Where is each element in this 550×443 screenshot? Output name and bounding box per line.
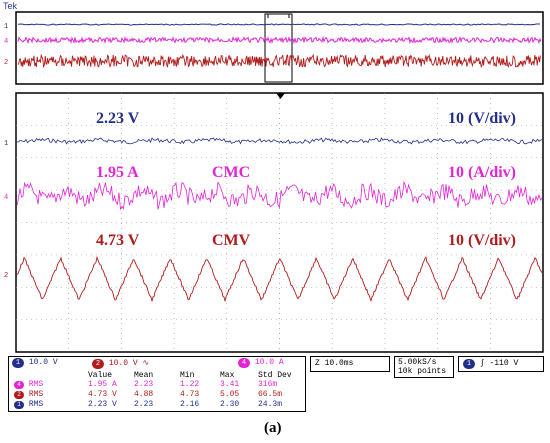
measurement-panel — [8, 356, 306, 412]
ch4-marker[interactable]: 4 — [4, 194, 9, 202]
stats-header-value: Value — [88, 371, 113, 380]
ch2-scale-setting: 10.0 V — [108, 359, 138, 368]
stats-ch4-badge: 4 — [14, 381, 24, 389]
trigger-slope-icon: ∫ — [479, 359, 485, 368]
stats-ch2-max: 5.05 — [220, 390, 240, 399]
stats-ch1-label: RMS — [28, 400, 44, 409]
stats-ch2-badge: 2 — [14, 391, 24, 399]
stats-header-mean: Mean — [134, 371, 154, 380]
stats-ch1-stddev: 24.3m — [258, 400, 283, 409]
stats-header-min: Min — [180, 371, 195, 380]
ch4-setting[interactable]: 4 10.0 A — [238, 358, 284, 368]
ch4-value-annotation: 1.95 A — [96, 164, 139, 181]
record-length: 10k points — [398, 367, 447, 376]
zoom-window — [264, 13, 293, 83]
stats-ch2-mean: 4.88 — [134, 390, 154, 399]
ch2-name-annotation: CMV — [212, 232, 251, 249]
stats-ch1-mean: 2.23 — [134, 400, 154, 409]
stats-ch4-label: RMS — [28, 380, 44, 389]
bandwidth-limit-icon: ∿ — [142, 359, 150, 368]
ch4-marker-overview[interactable]: 4 — [4, 38, 9, 46]
trigger-marker — [276, 93, 285, 99]
ch2-setting[interactable]: 2 10.0 V ∿ — [92, 358, 149, 369]
waveform-traces — [16, 137, 543, 303]
stats-ch2-label: RMS — [28, 390, 44, 399]
ch4-badge: 4 — [238, 358, 250, 368]
ch4-scale-setting: 10.0 A — [254, 358, 284, 367]
stats-ch1-max: 2.30 — [220, 400, 240, 409]
stats-ch4-value: 1.95 A — [88, 380, 117, 389]
sample-rate: 5.00kS/s — [398, 358, 437, 367]
stats-row-ch1: 1 RMS — [14, 400, 43, 409]
trigger-readout[interactable]: 1 ∫ -110 V — [458, 356, 544, 372]
ch2-marker-overview[interactable]: 2 — [4, 59, 9, 67]
stats-ch2-min: 4.73 — [180, 390, 200, 399]
stats-header-stddev: Std Dev — [258, 371, 292, 380]
ch1-value-annotation: 2.23 V — [96, 110, 140, 127]
overview-traces — [17, 23, 542, 69]
ch4-name-annotation: CMC — [212, 164, 251, 181]
stats-ch4-mean: 2.23 — [134, 380, 154, 389]
ch2-scale-annotation: 10 (V/div) — [448, 232, 516, 249]
graticule — [16, 93, 543, 352]
ch4-scale-annotation: 10 (A/div) — [448, 164, 516, 181]
stats-ch2-value: 4.73 V — [88, 390, 117, 399]
stats-ch1-min: 2.16 — [180, 400, 200, 409]
stats-header-max: Max — [220, 371, 235, 380]
ch1-badge: 1 — [12, 358, 24, 368]
stats-ch4-max: 3.41 — [220, 380, 240, 389]
ch2-badge: 2 — [92, 359, 104, 369]
stats-row-ch2: 2 RMS — [14, 390, 43, 399]
stats-ch1-badge: 1 — [14, 401, 24, 409]
trigger-source-badge: 1 — [463, 359, 475, 369]
stats-ch2-stddev: 66.5m — [258, 390, 283, 399]
overview-frame — [15, 11, 544, 85]
ch1-marker[interactable]: 1 — [4, 140, 9, 148]
ch1-scale-annotation: 10 (V/div) — [448, 110, 516, 127]
ch1-marker-overview[interactable]: 1 — [4, 23, 9, 31]
trigger-level: -110 V — [489, 359, 519, 368]
acquisition-readout[interactable]: 5.00kS/s 10k points — [394, 356, 454, 378]
stats-ch4-min: 1.22 — [180, 380, 200, 389]
timebase-readout[interactable]: Z 10.0ms — [310, 356, 390, 372]
stats-ch1-value: 2.23 V — [88, 400, 117, 409]
ch1-setting[interactable]: 1 10.0 V — [12, 358, 58, 368]
ch1-scale-setting: 10.0 V — [28, 358, 58, 367]
ch2-marker[interactable]: 2 — [4, 272, 9, 280]
stats-row-ch4: 4 RMS — [14, 380, 43, 389]
brand-label: Tek — [3, 1, 18, 11]
stats-ch4-stddev: 316m — [258, 380, 278, 389]
ch2-value-annotation: 4.73 V — [96, 232, 140, 249]
figure-caption: (a) — [264, 420, 282, 436]
